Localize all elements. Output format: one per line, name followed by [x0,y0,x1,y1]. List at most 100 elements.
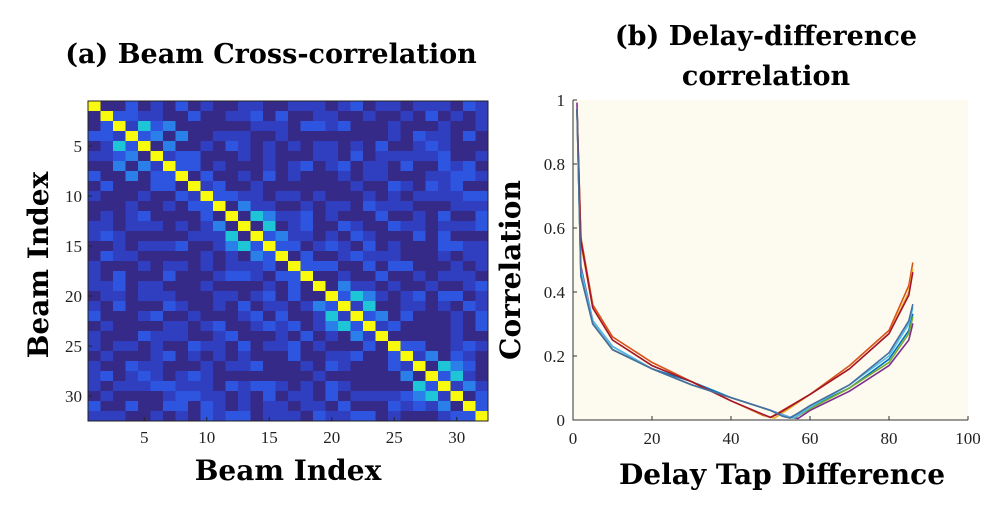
heatmap-cell-8-19 [313,171,326,182]
heatmap-cell-13-17 [288,221,301,232]
heatmap-cell-2-29 [438,111,451,122]
heatmap-cell-32-12 [225,411,239,422]
heatmap-cell-28-31 [463,371,476,382]
heatmap-cell-19-12 [225,281,239,292]
heatmap-cell-1-28 [425,101,439,112]
heatmap-cell-3-12 [225,121,239,132]
heatmap-cell-30-14 [250,391,264,402]
heatmap-cell-21-23 [363,301,376,312]
heatmap-cell-22-17 [288,311,301,322]
heatmap-cell-29-8 [175,381,189,392]
heatmap-cell-17-12 [225,261,239,272]
heatmap-cell-22-3 [113,311,126,322]
heatmap-cell-18-16 [275,271,289,282]
heatmap-cell-7-28 [425,161,439,172]
heatmap-cell-8-9 [188,171,201,182]
heatmap-cell-32-13 [238,411,251,422]
heatmap-cell-10-1 [88,191,101,202]
heatmap-cell-11-8 [175,201,189,212]
heatmap-cell-14-28 [425,231,439,242]
heatmap-cell-6-4 [125,151,139,162]
heatmap-y-tick-label: 5 [74,137,83,156]
heatmap-cell-4-28 [425,131,439,142]
heatmap-cell-30-8 [175,391,189,402]
line-y-axis-label: Correlation [494,180,527,360]
heatmap-cell-13-3 [113,221,126,232]
heatmap-cell-11-3 [113,201,126,212]
heatmap-cell-26-29 [438,351,451,362]
heatmap-chart: (a) Beam Cross-correlation 5 10 15 20 25 30 5… [22,39,489,487]
heatmap-cell-21-31 [463,301,476,312]
heatmap-cell-21-1 [88,301,101,312]
heatmap-cell-30-20 [325,391,339,402]
heatmap-cell-9-20 [325,181,339,192]
heatmap-cell-10-30 [450,191,464,202]
heatmap-cell-15-9 [188,241,201,252]
heatmap-cell-25-9 [188,341,201,352]
heatmap-cell-7-8 [175,161,189,172]
heatmap-cell-16-9 [188,251,201,262]
heatmap-cell-7-21 [338,161,351,172]
heatmap-cell-6-1 [88,151,101,162]
heatmap-cell-8-10 [200,171,214,182]
heatmap-cell-28-26 [400,371,414,382]
heatmap-cell-32-29 [438,411,451,422]
heatmap-cell-3-8 [175,121,189,132]
heatmap-cell-23-30 [450,321,464,332]
heatmap-cell-9-11 [213,181,226,192]
heatmap-cell-9-5 [138,181,151,192]
heatmap-cell-21-24 [375,301,389,312]
heatmap-cell-28-20 [325,371,339,382]
heatmap-cell-1-1 [88,101,101,112]
heatmap-cell-12-31 [463,211,476,222]
heatmap-cell-17-9 [188,261,201,272]
heatmap-cell-9-27 [413,181,426,192]
heatmap-cell-23-4 [125,321,139,332]
heatmap-cell-22-16 [275,311,289,322]
heatmap-cell-30-6 [150,391,164,402]
heatmap-cell-2-5 [138,111,151,122]
heatmap-cell-15-3 [113,241,126,252]
heatmap-cell-9-30 [450,181,464,192]
heatmap-cell-29-1 [88,381,101,392]
heatmap-cell-17-32 [475,261,489,272]
heatmap-cell-24-25 [388,331,401,342]
heatmap-cell-25-26 [400,341,414,352]
heatmap-cell-10-15 [263,191,276,202]
heatmap-cell-8-16 [275,171,289,182]
heatmap-cell-31-19 [313,401,326,412]
heatmap-cell-3-19 [313,121,326,132]
heatmap-cell-19-22 [350,281,364,292]
heatmap-cell-9-18 [300,181,314,192]
heatmap-cell-23-26 [400,321,414,332]
heatmap-cell-9-2 [100,181,114,192]
heatmap-cell-6-3 [113,151,126,162]
heatmap-cell-10-32 [475,191,489,202]
heatmap-cell-25-1 [88,341,101,352]
heatmap-cell-2-4 [125,111,139,122]
heatmap-cell-1-27 [413,101,426,112]
heatmap-cell-8-28 [425,171,439,182]
heatmap-cell-11-17 [288,201,301,212]
heatmap-cell-30-2 [100,391,114,402]
heatmap-cell-2-25 [388,111,401,122]
heatmap-cell-17-19 [313,261,326,272]
heatmap-cell-13-20 [325,221,339,232]
heatmap-cell-20-16 [275,291,289,302]
heatmap-cell-29-24 [375,381,389,392]
heatmap-cell-13-22 [350,221,364,232]
heatmap-cell-2-31 [463,111,476,122]
heatmap-cell-11-20 [325,201,339,212]
heatmap-cell-5-31 [463,141,476,152]
heatmap-cell-28-11 [213,371,226,382]
heatmap-cell-12-25 [388,211,401,222]
heatmap-cell-8-32 [475,171,489,182]
heatmap-cell-3-22 [350,121,364,132]
heatmap-cell-16-28 [425,251,439,262]
heatmap-cell-22-14 [250,311,264,322]
heatmap-cell-21-7 [163,301,176,312]
heatmap-cell-6-21 [338,151,351,162]
heatmap-cell-26-5 [138,351,151,362]
heatmap-cell-11-2 [100,201,114,212]
heatmap-cell-15-30 [450,241,464,252]
